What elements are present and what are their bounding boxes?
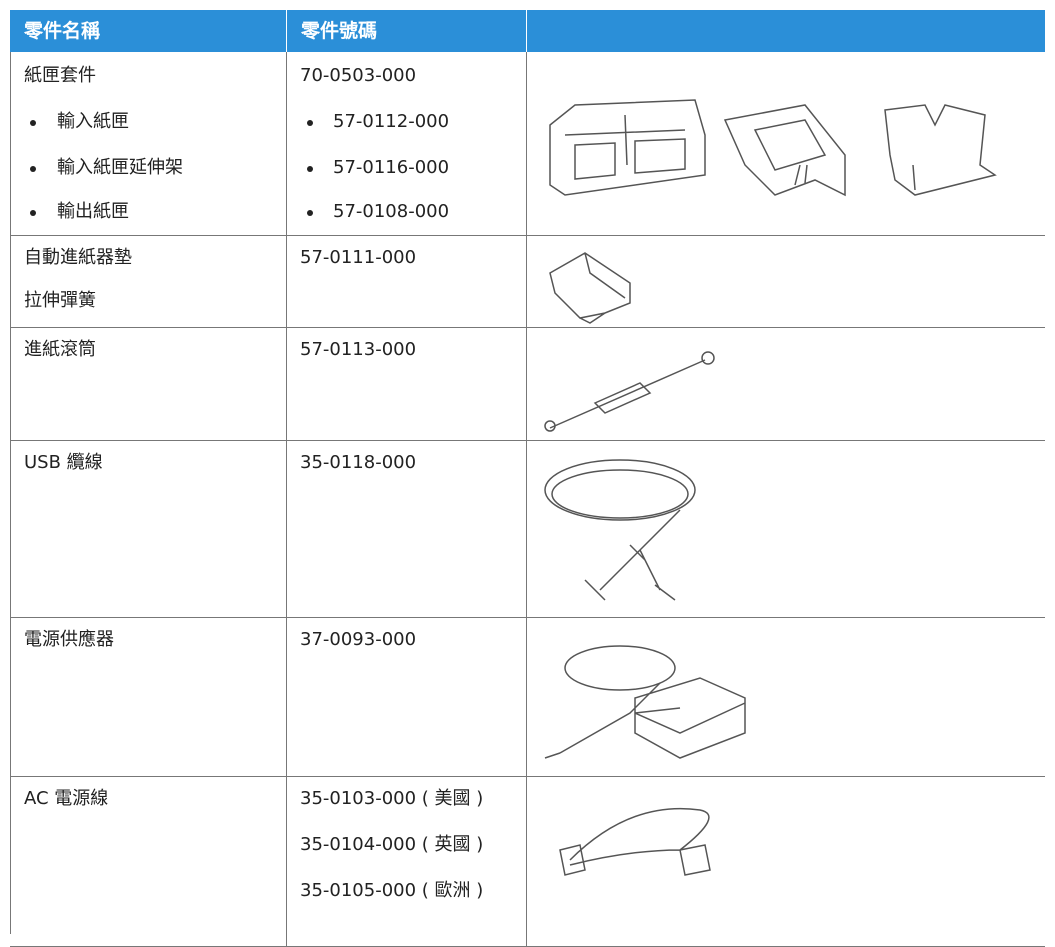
text: 57-0116-000 bbox=[333, 157, 450, 178]
pad-image bbox=[549, 252, 631, 324]
power-supply-image bbox=[544, 645, 746, 759]
text: 35-0105-000 ( 歐洲 ) bbox=[300, 880, 484, 901]
header-cell: 零件名稱 bbox=[10, 10, 286, 52]
cell bbox=[527, 52, 1045, 236]
text: 35-0103-000 ( 美國 ) bbox=[300, 788, 484, 809]
text: 自動進紙器墊 bbox=[24, 247, 132, 268]
text: 進紙滾筒 bbox=[24, 339, 96, 360]
cell bbox=[527, 441, 1045, 618]
cell bbox=[10, 618, 287, 777]
cell bbox=[10, 328, 287, 441]
text: 37-0093-000 bbox=[300, 629, 417, 650]
usb-image bbox=[544, 459, 696, 601]
cell bbox=[527, 236, 1045, 328]
bullet bbox=[30, 166, 36, 172]
bullet bbox=[307, 210, 313, 216]
tray-image bbox=[549, 99, 997, 197]
cell bbox=[287, 52, 527, 236]
cell bbox=[527, 328, 1045, 441]
header-divider bbox=[526, 10, 527, 52]
cell bbox=[287, 441, 527, 618]
bullet bbox=[307, 166, 313, 172]
ac-cord-image bbox=[559, 807, 711, 876]
cell bbox=[527, 618, 1045, 777]
text: 拉伸彈簧 bbox=[24, 290, 96, 311]
text: 輸入紙匣延伸架 bbox=[57, 157, 183, 178]
bullet bbox=[30, 120, 36, 126]
text: 輸入紙匣 bbox=[57, 111, 129, 132]
text: 57-0111-000 bbox=[300, 247, 417, 268]
text: 35-0104-000 ( 英國 ) bbox=[300, 834, 484, 855]
text: 輸出紙匣 bbox=[57, 201, 129, 222]
text: 57-0108-000 bbox=[333, 201, 450, 222]
bullet bbox=[307, 120, 313, 126]
header-divider bbox=[286, 10, 287, 52]
header-cell: 零件號碼 bbox=[287, 10, 526, 52]
cell bbox=[10, 441, 287, 618]
cell bbox=[10, 236, 287, 328]
bullet bbox=[30, 210, 36, 216]
text: 電源供應器 bbox=[24, 629, 114, 650]
roller-image bbox=[544, 351, 715, 432]
text: 57-0113-000 bbox=[300, 339, 417, 360]
text: USB 纜線 bbox=[24, 452, 103, 473]
text: 35-0118-000 bbox=[300, 452, 417, 473]
cell bbox=[287, 328, 527, 441]
text: 紙匣套件 bbox=[24, 65, 96, 86]
text: 70-0503-000 bbox=[300, 65, 417, 86]
text: AC 電源線 bbox=[24, 788, 109, 809]
cell bbox=[287, 618, 527, 777]
header-cell bbox=[527, 10, 1045, 52]
cell bbox=[10, 52, 287, 236]
table-border bbox=[10, 52, 11, 934]
text: 57-0112-000 bbox=[333, 111, 450, 132]
cell bbox=[287, 236, 527, 328]
